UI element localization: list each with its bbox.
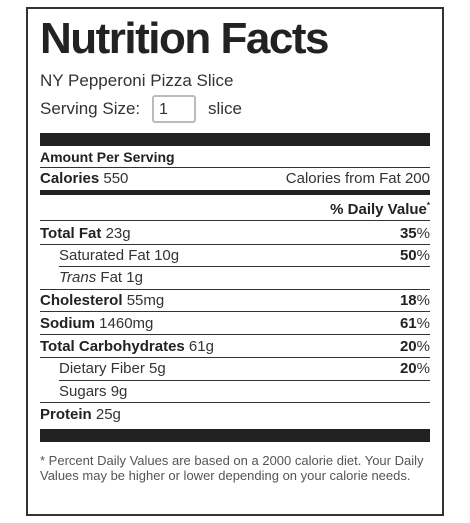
divider — [40, 220, 430, 221]
nutrient-amount: 5g — [149, 360, 166, 377]
divider — [40, 167, 430, 168]
thick-divider — [40, 133, 430, 146]
pct-sign: % — [416, 315, 430, 332]
product-name: NY Pepperoni Pizza Slice — [40, 71, 234, 90]
calories-from-fat-label: Calories from Fat — [285, 170, 401, 187]
divider — [40, 289, 430, 290]
calories-from-fat-value: 200 — [404, 170, 430, 187]
nutrient-label: Saturated Fat — [59, 247, 150, 264]
serving-size-label: Serving Size: — [40, 99, 141, 118]
nutrient-amount: 1460mg — [99, 315, 154, 332]
divider — [59, 380, 430, 381]
nutrient-amount: 23g — [105, 225, 131, 242]
label-title: Nutrition Facts — [40, 14, 329, 63]
nutrient-label: Total Fat — [40, 225, 102, 242]
nutrient-label: Sodium — [40, 315, 95, 332]
divider — [59, 266, 430, 267]
medium-divider — [40, 190, 430, 195]
calories-label: Calories — [40, 170, 100, 187]
nutrient-daily-pct: 61 — [399, 315, 417, 332]
daily-value-asterisk: * — [426, 201, 430, 210]
nutrient-amount: 61g — [188, 338, 214, 355]
nutrient-label: Fat — [100, 269, 123, 286]
divider — [40, 311, 430, 312]
thick-divider — [40, 429, 430, 442]
nutrient-daily-pct: 18 — [399, 292, 417, 309]
pct-sign: % — [416, 247, 430, 264]
nutrient-daily-pct: 20 — [399, 338, 417, 355]
pct-sign: % — [416, 338, 430, 355]
nutrient-label: Dietary Fiber — [59, 360, 145, 377]
pct-sign: % — [416, 225, 430, 242]
divider — [40, 334, 430, 335]
nutrient-amount: 55mg — [126, 292, 165, 309]
nutrient-daily-pct: 35 — [399, 225, 417, 242]
nutrient-amount: 1g — [126, 269, 143, 286]
calories-value: 550 — [103, 170, 129, 187]
daily-value-footnote: * Percent Daily Values are based on a 20… — [40, 453, 424, 483]
nutrient-amount: 10g — [154, 247, 180, 264]
nutrition-label: Nutrition Facts NY Pepperoni Pizza Slice… — [26, 7, 444, 516]
nutrient-label: Sugars — [59, 383, 107, 400]
serving-size-input[interactable]: 1 — [152, 95, 196, 123]
nutrient-daily-pct: 50 — [399, 247, 417, 264]
nutrient-amount: 9g — [110, 383, 128, 400]
nutrient-label: Protein — [40, 406, 92, 423]
nutrient-label: Cholesterol — [40, 292, 123, 309]
nutrient-daily-pct: 20 — [399, 360, 417, 377]
serving-unit: slice — [208, 99, 243, 118]
divider — [40, 402, 430, 403]
pct-sign: % — [416, 360, 430, 377]
divider — [40, 244, 430, 245]
nutrient-label-italic: Trans — [59, 269, 97, 286]
divider — [40, 357, 430, 358]
nutrient-amount: 25g — [95, 406, 121, 423]
daily-value-header: % Daily Value — [330, 201, 427, 218]
pct-sign: % — [416, 292, 430, 309]
nutrient-label: Total Carbohydrates — [40, 338, 185, 355]
